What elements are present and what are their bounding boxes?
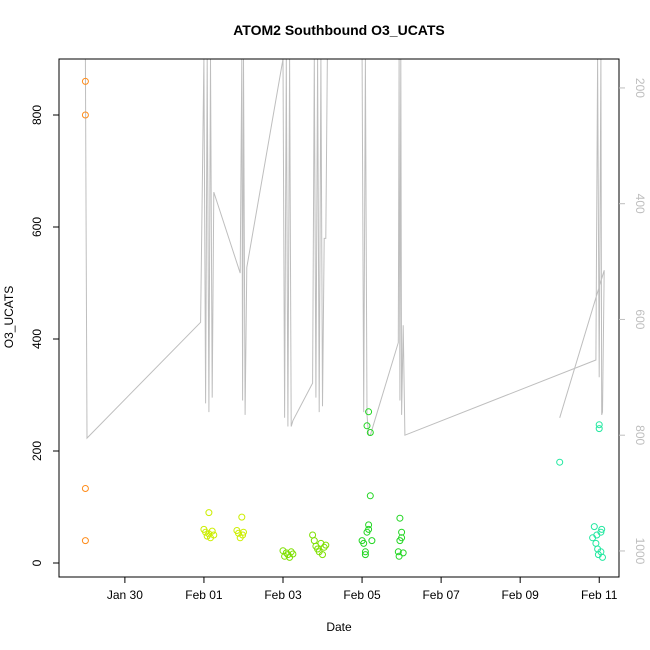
y-axis-label: O3_UCATS [2, 286, 16, 348]
data-point [320, 543, 328, 551]
right-axis-tick-label: 200 [633, 78, 647, 98]
data-point [282, 549, 290, 557]
x-tick-label: Jan 30 [107, 588, 143, 602]
data-point [287, 548, 295, 556]
plot-frame [58, 58, 620, 578]
data-point [361, 551, 369, 559]
data-point [309, 531, 317, 539]
data-point [240, 528, 247, 536]
data-point [595, 425, 603, 433]
x-tick-label: Feb 01 [185, 588, 223, 602]
data-point [310, 537, 318, 545]
data-point [595, 421, 603, 429]
data-point [361, 548, 369, 556]
data-point [205, 509, 213, 517]
y-tick-label: 0 [30, 559, 44, 566]
x-axis-label: Date [326, 620, 352, 634]
data-point [360, 539, 368, 547]
y-tick-label: 200 [30, 441, 44, 461]
right-axis-tick-label: 400 [633, 194, 647, 214]
plot-layer [81, 59, 606, 561]
x-tick-label: Feb 09 [501, 588, 539, 602]
data-point [394, 548, 402, 556]
series-2 [279, 531, 330, 561]
data-point [235, 529, 242, 537]
data-point [322, 541, 330, 549]
x-tick-label: Feb 05 [343, 588, 381, 602]
data-point [556, 458, 564, 466]
chart-title: ATOM2 Southbound O3_UCATS [233, 22, 445, 38]
series-1 [200, 509, 247, 542]
right-axis-tick-label: 600 [633, 309, 647, 329]
data-point [363, 422, 371, 430]
data-point [594, 551, 602, 559]
axes-layer: Jan 30 Feb 01 Feb 03 Feb 05 Feb 07 Feb 09 Feb … [30, 58, 647, 602]
data-point [81, 111, 89, 119]
data-point [319, 551, 326, 559]
data-point [365, 521, 373, 529]
data-point [597, 528, 605, 536]
data-point [399, 549, 407, 557]
right-axis-tick-label: 1000 [633, 538, 647, 565]
series-3 [358, 408, 407, 560]
data-point [81, 485, 89, 492]
series-0 [81, 77, 89, 545]
data-point [210, 531, 218, 539]
data-point [365, 408, 373, 416]
data-point [395, 552, 403, 560]
x-tick-label: Feb 07 [422, 588, 460, 602]
data-point [81, 77, 89, 85]
data-point [590, 523, 598, 531]
data-point [289, 550, 297, 558]
data-point [592, 539, 600, 547]
data-point [238, 513, 246, 521]
data-point [589, 534, 597, 542]
altitude-trace-line [84, 59, 605, 440]
x-tick-label: Feb 11 [581, 588, 618, 602]
data-point [366, 429, 374, 436]
data-point [281, 552, 289, 560]
data-point [396, 514, 404, 522]
data-point [208, 527, 216, 535]
series-4 [556, 421, 606, 561]
data-point [598, 525, 606, 533]
x-tick-label: Feb 03 [264, 588, 302, 602]
y-tick-label: 800 [30, 105, 44, 125]
data-point [202, 528, 210, 536]
right-axis-tick-label: 800 [633, 425, 647, 445]
data-point [203, 532, 211, 540]
data-point [366, 492, 374, 500]
data-point [81, 537, 89, 545]
y-tick-label: 400 [30, 329, 44, 349]
y-tick-label: 600 [30, 217, 44, 237]
data-point [398, 534, 406, 542]
data-point [365, 525, 373, 533]
data-point [368, 537, 376, 545]
